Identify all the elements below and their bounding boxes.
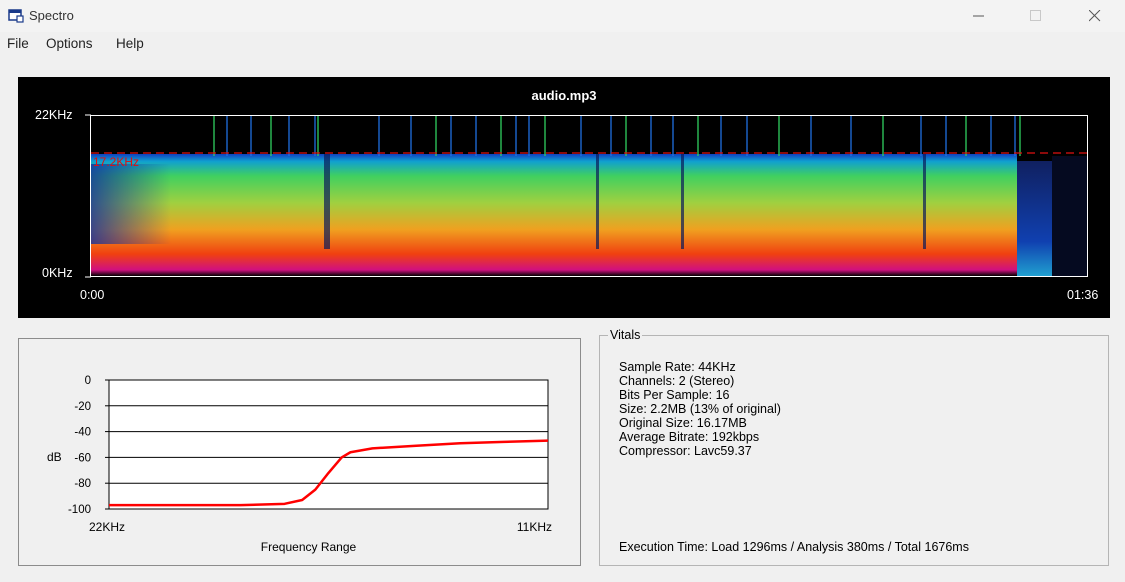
frequency-range-chart: 0 -20 -40 -60 -80 -100 dB 22KHz 11KHz Frequency R… [47,375,552,554]
spectrogram-x-end-label: 01:36 [1067,288,1099,302]
frequency-response-line [109,439,549,507]
frequency-range-panel: 0 -20 -40 -60 -80 -100 dB 22KHz 11KHz Frequency R… [18,338,581,566]
spectrogram-energy [91,154,1017,276]
vital-original-size: Original Size: 16.17MB [619,416,747,430]
y-tick-label: -60 [74,452,91,464]
y-tick-label: -40 [74,427,91,439]
cutoff-label: 17.2KHz [93,155,140,169]
y-tick-label: -100 [68,504,91,516]
vital-compressor: Compressor: Lavc59.37 [619,444,752,458]
minimize-icon [973,15,984,17]
x-axis-label: Frequency Range [261,540,357,554]
vitals-panel: Vitals Sample Rate: 44KHz Channels: 2 (S… [599,328,1109,566]
vital-channels: Channels: 2 (Stereo) [619,374,735,388]
menu-options[interactable]: Options [46,36,93,51]
close-icon [1089,10,1101,22]
spectrogram-plot: 17.2KHz [90,115,1088,277]
app-icon [8,9,24,23]
menu-help[interactable]: Help [116,36,144,51]
vital-bits-per-sample: Bits Per Sample: 16 [619,388,730,402]
maximize-button[interactable] [1013,0,1059,32]
y-axis-label: dB [47,450,62,464]
vital-average-bitrate: Average Bitrate: 192kbps [619,430,760,444]
spectrogram-image [91,116,1087,276]
spectrogram-y-bottom-label: 0KHz [42,266,73,280]
execution-time: Execution Time: Load 1296ms / Analysis 3… [619,540,969,554]
minimize-button[interactable] [956,0,1002,32]
spectrogram-y-top-label: 22KHz [35,108,73,122]
y-tick-label: -80 [74,478,91,490]
y-tick-label: 0 [85,375,91,387]
chart-plot-area [108,379,549,510]
close-button[interactable] [1072,0,1118,32]
spectrogram-x-start-label: 0:00 [80,288,105,302]
vital-sample-rate: Sample Rate: 44KHz [619,360,736,374]
y-tick-label: -20 [74,401,91,413]
window-title: Spectro [29,8,74,23]
maximize-icon [1030,10,1041,21]
x-start-label: 22KHz [89,520,125,534]
spectrogram-title: audio.mp3 [531,88,597,103]
x-end-label: 11KHz [517,520,552,534]
spectrogram-panel: audio.mp3 22KHz 0KHz 0:00 01:36 [18,77,1110,318]
title-bar: Spectro [0,0,1125,32]
spectrogram-transient-lines [213,116,1021,249]
menu-bar: File Options Help [0,32,1125,56]
menu-file[interactable]: File [7,36,29,51]
vital-size: Size: 2.2MB (13% of original) [619,402,781,416]
vitals-legend: Vitals [608,328,643,342]
